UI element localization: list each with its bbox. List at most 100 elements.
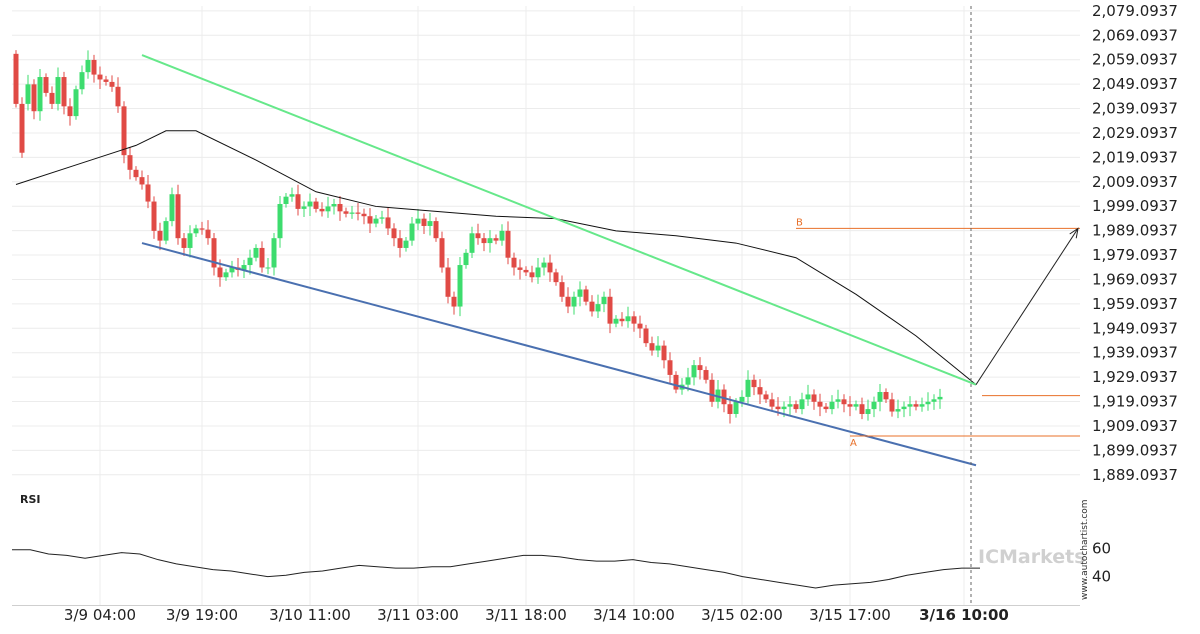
x-tick-label: 3/15 02:00 [701,606,783,624]
bull-candle [427,221,433,226]
bull-candle [625,316,631,322]
bear-candle [121,106,127,156]
bear-candle [889,399,895,412]
bear-candle [157,230,163,241]
bear-candle [109,81,115,87]
bull-candle [283,196,289,205]
bull-candle [163,221,169,241]
bull-candle [193,228,199,234]
y-tick-label: 1,979.0937 [1092,246,1178,264]
bear-candle [643,328,649,344]
bear-candle [661,345,667,361]
bear-candle [697,365,703,371]
bear-candle [523,269,529,273]
bear-candle [769,399,775,407]
bull-candle [601,296,607,305]
bull-candle [487,238,493,244]
bear-candle [115,86,121,107]
bear-candle [841,399,847,405]
bear-candle [13,53,19,104]
bull-candle [853,404,859,407]
bear-candle [703,370,709,380]
bull-candle [373,218,379,224]
y-tick-label: 2,009.0937 [1092,173,1178,191]
rsi-label: RSI [20,493,41,506]
lower-trendline [141,242,977,467]
bull-candle [331,204,337,207]
bear-candle [553,272,559,283]
bear-candle [343,211,349,214]
bull-candle [799,399,805,410]
bull-candle [871,401,877,410]
bear-candle [619,318,625,322]
bear-candle [763,394,769,400]
bull-candle [241,265,247,270]
bear-candle [475,233,481,239]
bear-candle [847,404,853,407]
forecast-arrow [975,228,1079,385]
bear-candle [913,404,919,407]
bull-candle [745,379,751,397]
y-tick-label: 2,019.0937 [1092,148,1178,166]
bull-candle [79,72,85,90]
bear-candle [727,404,733,414]
bull-candle [25,84,31,104]
bear-candle [547,262,553,273]
bear-candle [709,379,715,402]
bear-candle [883,392,889,400]
bear-candle [751,379,757,388]
point-label-b: B [796,217,803,228]
bear-candle [43,77,49,93]
bull-candle [835,399,841,402]
brand-logo: ICMarkets [978,546,1086,568]
bull-candle [289,194,295,197]
bear-candle [811,394,817,402]
bear-candle [217,267,223,278]
bull-candle [301,206,307,209]
bull-candle [463,252,469,266]
rsi-line [12,549,980,589]
bear-candle [49,92,55,104]
bear-candle [145,184,151,202]
bear-candle [385,217,391,229]
bear-candle [649,343,655,351]
bear-candle [91,59,97,75]
rsi-panel: RSI 60 40 [12,493,1111,589]
y-tick-label: 1,999.0937 [1092,197,1178,215]
rsi-tick-label: 60 [1092,539,1111,557]
bull-candle [403,240,409,248]
bear-candle [139,177,145,185]
bear-candle [199,228,205,230]
bear-candle [493,238,499,241]
bear-candle [313,201,319,209]
bear-candle [505,230,511,258]
bear-candle [205,229,211,239]
bear-candle [583,289,589,302]
bull-candle [223,272,229,278]
bull-candle [595,304,601,312]
candles [13,50,943,424]
bear-candle [859,404,865,414]
bear-candle [481,238,487,244]
y-tick-label: 1,929.0937 [1092,368,1178,386]
bear-candle [133,169,139,178]
bear-candle [421,218,427,226]
x-tick-label: 3/9 04:00 [64,606,136,624]
watermark-text: www.autochartist.com [1080,499,1090,600]
bull-candle [535,267,541,278]
bull-candle [85,59,91,73]
bear-candle [637,323,643,329]
bear-candle [295,194,301,209]
bear-candle [151,201,157,231]
bear-candle [721,389,727,405]
bull-candle [73,89,79,117]
bear-candle [511,257,517,268]
x-tick-label: 3/10 11:00 [269,606,351,624]
bull-candle [55,77,61,104]
y-tick-label: 1,959.0937 [1092,295,1178,313]
bull-candle [571,296,577,307]
bear-candle [517,267,523,270]
bear-candle [259,247,265,268]
